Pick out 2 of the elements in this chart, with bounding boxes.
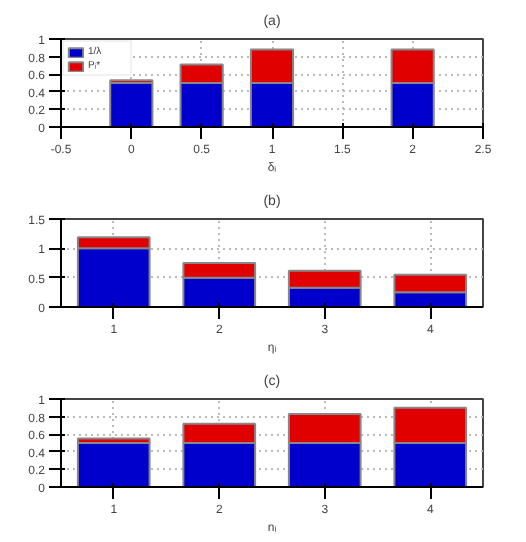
bar [76, 442, 151, 487]
bar [109, 82, 154, 127]
